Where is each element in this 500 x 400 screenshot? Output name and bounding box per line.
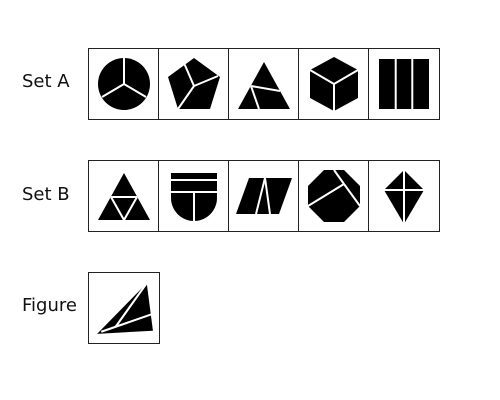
square-three-strips-shape [379,59,429,109]
kite-divided-shape [384,170,424,224]
shield-divided-shape [170,173,217,221]
hexagon-cube-shape [308,57,359,111]
octagon-divided-shape [306,169,361,222]
set-b-cell-2 [159,161,229,231]
circle-three-part-shape [97,58,150,110]
right-triangle-divided-shape [97,282,153,334]
set-b-cell-3 [229,161,299,231]
set-b-label: Set B [22,184,70,205]
triangle-four-part-shape [97,173,150,221]
figure-cell [88,272,160,344]
parallelogram-divided-shape [235,177,292,215]
set-b-cell-4 [299,161,369,231]
set-a-cell-1 [89,49,159,119]
triangle-divided-shape [237,62,290,110]
set-a-cell-4 [299,49,369,119]
set-a-cell-2 [159,49,229,119]
pentagon-divided-shape [167,58,220,110]
set-a-label: Set A [22,71,70,92]
set-a-cell-5 [369,49,439,119]
figure-label: Figure [22,295,77,316]
set-a-strip [88,48,440,120]
set-b-cell-1 [89,161,159,231]
set-b-strip [88,160,440,232]
set-a-cell-3 [229,49,299,119]
set-b-cell-5 [369,161,439,231]
